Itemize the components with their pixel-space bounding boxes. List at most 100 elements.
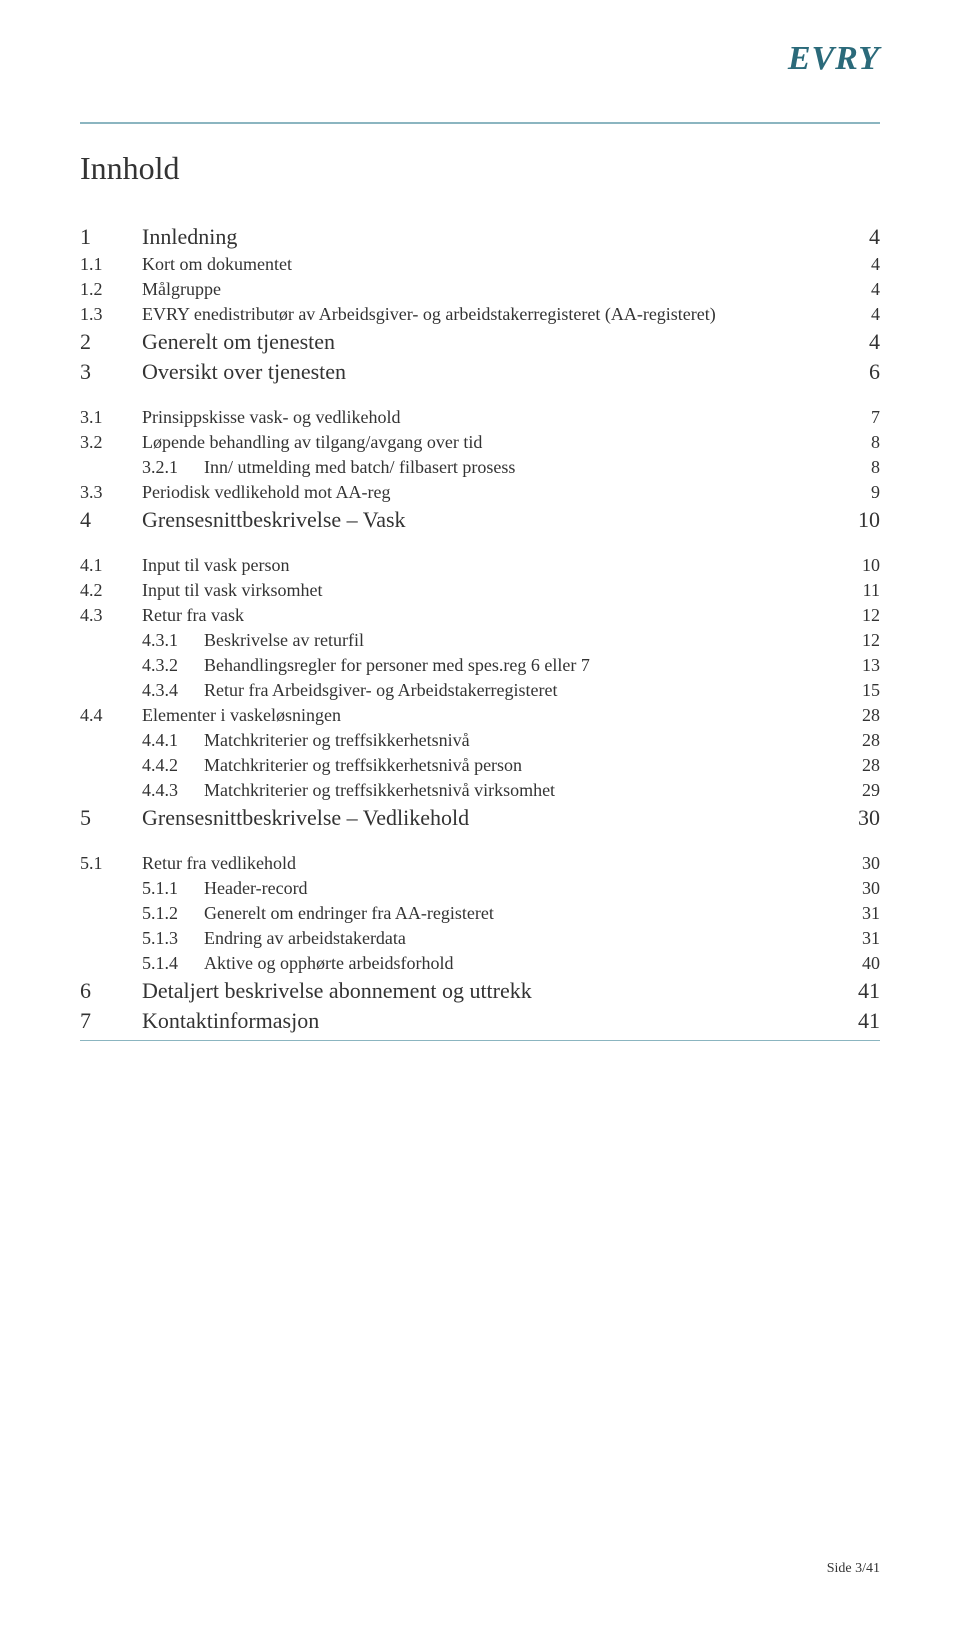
toc-page: 10 (840, 507, 880, 533)
toc-row: 5.1.3Endring av arbeidstakerdata31 (80, 926, 880, 951)
toc-page: 8 (840, 432, 880, 453)
toc-row: 3.2Løpende behandling av tilgang/avgang … (80, 430, 880, 455)
toc-number: 3.3 (80, 482, 142, 503)
toc-row: 4.4.3Matchkriterier og treffsikkerhetsni… (80, 778, 880, 803)
toc-number: 4.2 (80, 580, 142, 601)
toc-label: Oversikt over tjenesten (142, 359, 840, 385)
toc-label: Kontaktinformasjon (142, 1008, 840, 1034)
toc-label: Endring av arbeidstakerdata (204, 928, 840, 949)
toc-label: Input til vask virksomhet (142, 580, 840, 601)
toc-row: 3Oversikt over tjenesten6 (80, 357, 880, 387)
toc-label: Inn/ utmelding med batch/ filbasert pros… (204, 457, 840, 478)
toc-number: 4.3 (80, 605, 142, 626)
toc-page: 28 (840, 705, 880, 726)
toc-gap (80, 535, 880, 553)
toc-page: 13 (840, 655, 880, 676)
toc-page: 31 (840, 928, 880, 949)
toc-number: 7 (80, 1008, 142, 1034)
toc-page: 4 (840, 224, 880, 250)
toc-page: 4 (840, 304, 880, 325)
toc-container: 1Innledning41.1Kort om dokumentet41.2Mål… (80, 222, 880, 1041)
toc-page: 41 (840, 1008, 880, 1034)
toc-page: 4 (840, 329, 880, 355)
toc-page: 28 (840, 755, 880, 776)
toc-label: Generelt om endringer fra AA-registeret (204, 903, 840, 924)
toc-label: Målgruppe (142, 279, 840, 300)
toc-row: 4.2Input til vask virksomhet11 (80, 578, 880, 603)
toc-number: 1.1 (80, 254, 142, 275)
toc-row: 1Innledning4 (80, 222, 880, 252)
toc-page: 10 (840, 555, 880, 576)
toc-number: 4.4.3 (142, 780, 204, 801)
toc-row: 4.3.1Beskrivelse av returfil12 (80, 628, 880, 653)
toc-number: 6 (80, 978, 142, 1004)
toc-page: 4 (840, 279, 880, 300)
toc-page: 4 (840, 254, 880, 275)
toc-page: 28 (840, 730, 880, 751)
toc-label: Prinsippskisse vask- og vedlikehold (142, 407, 840, 428)
toc-label: Elementer i vaskeløsningen (142, 705, 840, 726)
toc-label: Detaljert beskrivelse abonnement og uttr… (142, 978, 840, 1004)
toc-label: Retur fra vask (142, 605, 840, 626)
toc-row: 1.3EVRY enedistributør av Arbeidsgiver- … (80, 302, 880, 327)
toc-row: 4.4.1Matchkriterier og treffsikkerhetsni… (80, 728, 880, 753)
toc-row: 3.3Periodisk vedlikehold mot AA-reg9 (80, 480, 880, 505)
toc-number: 3.2.1 (142, 457, 204, 478)
toc-row: 2Generelt om tjenesten4 (80, 327, 880, 357)
toc-page: 30 (840, 853, 880, 874)
toc-row: 3.2.1Inn/ utmelding med batch/ filbasert… (80, 455, 880, 480)
toc-row: 4.3Retur fra vask12 (80, 603, 880, 628)
toc-page: 41 (840, 978, 880, 1004)
toc-label: Retur fra Arbeidsgiver- og Arbeidstakerr… (204, 680, 840, 701)
toc-row: 5.1Retur fra vedlikehold30 (80, 851, 880, 876)
toc-number: 3 (80, 359, 142, 385)
toc-page: 31 (840, 903, 880, 924)
toc-page: 8 (840, 457, 880, 478)
toc-row: 1.1Kort om dokumentet4 (80, 252, 880, 277)
toc-number: 4.4.1 (142, 730, 204, 751)
toc-number: 5 (80, 805, 142, 831)
toc-gap (80, 833, 880, 851)
toc-page: 30 (840, 805, 880, 831)
toc-page: 30 (840, 878, 880, 899)
toc-page: 9 (840, 482, 880, 503)
toc-number: 4.3.2 (142, 655, 204, 676)
page-title: Innhold (80, 150, 880, 187)
toc-label: Grensesnittbeskrivelse – Vedlikehold (142, 805, 840, 831)
toc-label: Innledning (142, 224, 840, 250)
toc-label: Retur fra vedlikehold (142, 853, 840, 874)
top-rule (80, 122, 880, 124)
toc-page: 7 (840, 407, 880, 428)
toc-page: 11 (840, 580, 880, 601)
toc-number: 3.1 (80, 407, 142, 428)
toc-number: 4 (80, 507, 142, 533)
toc-number: 5.1.4 (142, 953, 204, 974)
toc-number: 1.3 (80, 304, 142, 325)
toc-row: 7Kontaktinformasjon41 (80, 1006, 880, 1036)
toc-label: Matchkriterier og treffsikkerhetsnivå vi… (204, 780, 840, 801)
toc-row: 5.1.4Aktive og opphørte arbeidsforhold40 (80, 951, 880, 976)
toc-label: Generelt om tjenesten (142, 329, 840, 355)
toc-label: Aktive og opphørte arbeidsforhold (204, 953, 840, 974)
toc-label: Matchkriterier og treffsikkerhetsnivå (204, 730, 840, 751)
toc-number: 5.1 (80, 853, 142, 874)
toc-label: Beskrivelse av returfil (204, 630, 840, 651)
toc-label: Matchkriterier og treffsikkerhetsnivå pe… (204, 755, 840, 776)
toc-gap (80, 387, 880, 405)
toc-row: 4Grensesnittbeskrivelse – Vask10 (80, 505, 880, 535)
toc-number: 5.1.1 (142, 878, 204, 899)
toc-label: Kort om dokumentet (142, 254, 840, 275)
brand-logo: EVRY (788, 40, 880, 78)
toc-label: Input til vask person (142, 555, 840, 576)
bottom-rule (80, 1040, 880, 1041)
toc-page: 29 (840, 780, 880, 801)
toc-row: 4.3.4Retur fra Arbeidsgiver- og Arbeidst… (80, 678, 880, 703)
toc-row: 5.1.1Header-record30 (80, 876, 880, 901)
toc-number: 4.4 (80, 705, 142, 726)
toc-number: 1 (80, 224, 142, 250)
toc-number: 1.2 (80, 279, 142, 300)
toc-row: 6Detaljert beskrivelse abonnement og utt… (80, 976, 880, 1006)
toc-label: EVRY enedistributør av Arbeidsgiver- og … (142, 304, 840, 325)
toc-page: 6 (840, 359, 880, 385)
toc-number: 5.1.3 (142, 928, 204, 949)
